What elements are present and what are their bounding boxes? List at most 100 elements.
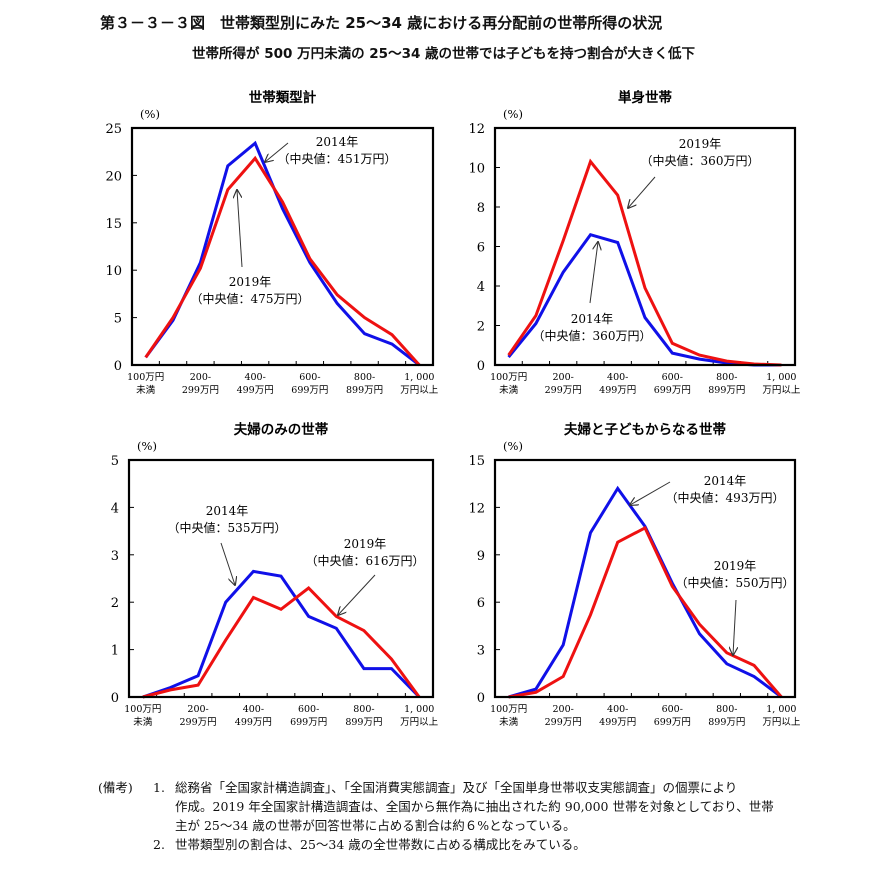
chart-title: 夫婦のみの世帯 (234, 421, 329, 438)
x-tick-label: 699万円 (654, 385, 691, 396)
series-line-2014 (508, 485, 783, 699)
annotation-arrow (338, 574, 376, 615)
x-tick-label: 未満 (499, 384, 519, 396)
y-tick-label: 0 (477, 359, 485, 374)
y-tick-label: 3 (477, 644, 485, 659)
y-tick-label: 5 (111, 454, 119, 469)
chart-title: 夫婦と子どもからなる世帯 (564, 421, 726, 438)
note-text: 世帯類型別の割合は、25～34 歳の全世帯数に占める構成比をみている。 (175, 837, 586, 852)
x-tick-label: 800- (353, 704, 374, 715)
x-tick-label: 1, 000 (766, 704, 796, 715)
y-tick-label: 2 (111, 596, 119, 611)
x-tick-label: 万円以上 (762, 385, 801, 396)
x-tick-label: 600- (662, 704, 683, 715)
annotation-label: 2019年 (679, 137, 722, 151)
x-tick-label: 万円以上 (762, 717, 801, 728)
series-line-2014 (144, 140, 421, 367)
x-tick-label: 499万円 (235, 717, 272, 728)
annotation-label: 2014年 (206, 504, 249, 518)
x-tick-label: 699万円 (290, 717, 327, 728)
notes: (備考) 1. 総務省「全国家計構造調査」、「全国消費実態調査」及び「全国単身世… (98, 778, 818, 854)
annotation-label: （中央値：360万円） (533, 328, 652, 343)
x-tick-label: 200- (187, 704, 208, 715)
y-tick-label: 2 (477, 320, 485, 335)
annotation-label: （中央値：616万円） (306, 553, 425, 568)
annotation-arrow (589, 242, 598, 304)
annotation-label: 2019年 (714, 559, 757, 573)
x-tick-label: 1, 000 (404, 372, 434, 383)
y-tick-label: 12 (468, 501, 485, 516)
x-tick-label: 200- (190, 372, 211, 383)
y-axis-unit: (%) (137, 439, 157, 453)
y-tick-label: 10 (105, 264, 122, 279)
y-tick-label: 3 (111, 549, 119, 564)
y-axis-unit: (%) (140, 107, 160, 121)
note-text: 総務省「全国家計構造調査」、「全国消費実態調査」及び「全国単身世帯収支実態調査」… (175, 780, 738, 795)
note-text: 主が 25～34 歳の世帯が回答世帯に占める割合は約６%となっている。 (175, 818, 576, 833)
x-tick-label: 未満 (136, 384, 156, 396)
x-tick-label: 800- (354, 372, 375, 383)
x-tick-label: 100万円 (490, 704, 527, 715)
annotation-label: 2014年 (571, 312, 614, 326)
y-tick-label: 20 (105, 169, 122, 184)
annotation-label: （中央値：451万円） (278, 151, 397, 166)
annotation-label: （中央値：475万円） (191, 291, 310, 306)
x-tick-label: 299万円 (180, 717, 217, 728)
x-tick-label: 299万円 (545, 717, 582, 728)
x-tick-label: 1, 000 (404, 704, 434, 715)
y-tick-label: 9 (477, 549, 485, 564)
x-tick-label: 299万円 (545, 385, 582, 396)
x-tick-label: 100万円 (127, 372, 164, 383)
x-tick-label: 899万円 (346, 385, 383, 396)
x-tick-label: 400- (607, 372, 628, 383)
notes-label: (備考) (98, 780, 133, 795)
annotation-arrow (628, 176, 656, 208)
annotation-label: （中央値：360万円） (641, 153, 760, 168)
annotation-label: 2019年 (229, 275, 272, 289)
x-tick-label: 899万円 (345, 717, 382, 728)
annotation-arrow (733, 599, 736, 655)
x-tick-label: 400- (243, 704, 264, 715)
chart-title: 単身世帯 (618, 89, 672, 106)
y-tick-label: 0 (477, 691, 485, 706)
x-tick-label: 800- (716, 704, 737, 715)
annotation-arrow (265, 142, 289, 162)
x-tick-label: 499万円 (599, 385, 636, 396)
y-tick-label: 0 (114, 359, 122, 374)
y-tick-label: 15 (468, 454, 485, 469)
x-tick-label: 299万円 (182, 385, 219, 396)
annotation-arrow (630, 481, 671, 505)
annotation-label: （中央値：535万円） (168, 520, 287, 535)
annotation-label: 2014年 (704, 474, 747, 488)
y-tick-label: 1 (111, 644, 119, 659)
annotation-label: （中央値：493万円） (666, 490, 785, 505)
series-line-2019 (144, 155, 421, 367)
x-tick-label: 1, 000 (766, 372, 796, 383)
x-tick-label: 万円以上 (400, 385, 439, 396)
y-tick-label: 25 (105, 122, 122, 137)
y-tick-label: 10 (468, 162, 485, 177)
y-tick-label: 8 (477, 201, 485, 216)
x-tick-label: 600- (299, 372, 320, 383)
annotation-arrow (220, 542, 235, 585)
x-tick-label: 600- (662, 372, 683, 383)
x-tick-label: 899万円 (708, 385, 745, 396)
y-axis-unit: (%) (503, 439, 523, 453)
annotation-label: （中央値：550万円） (676, 575, 795, 590)
x-tick-label: 499万円 (237, 385, 274, 396)
y-tick-label: 12 (468, 122, 485, 137)
x-tick-label: 100万円 (124, 704, 161, 715)
x-tick-label: 400- (607, 704, 628, 715)
series-line-2014 (142, 569, 421, 699)
y-axis-unit: (%) (503, 107, 523, 121)
y-tick-label: 6 (477, 596, 485, 611)
x-tick-label: 800- (716, 372, 737, 383)
plot-frame (130, 126, 435, 367)
x-tick-label: 600- (298, 704, 319, 715)
x-tick-label: 699万円 (654, 717, 691, 728)
annotation-arrow (237, 190, 243, 268)
note-text: 作成。2019 年全国家計構造調査は、全国から無作為に抽出された約 90,000… (175, 799, 774, 814)
